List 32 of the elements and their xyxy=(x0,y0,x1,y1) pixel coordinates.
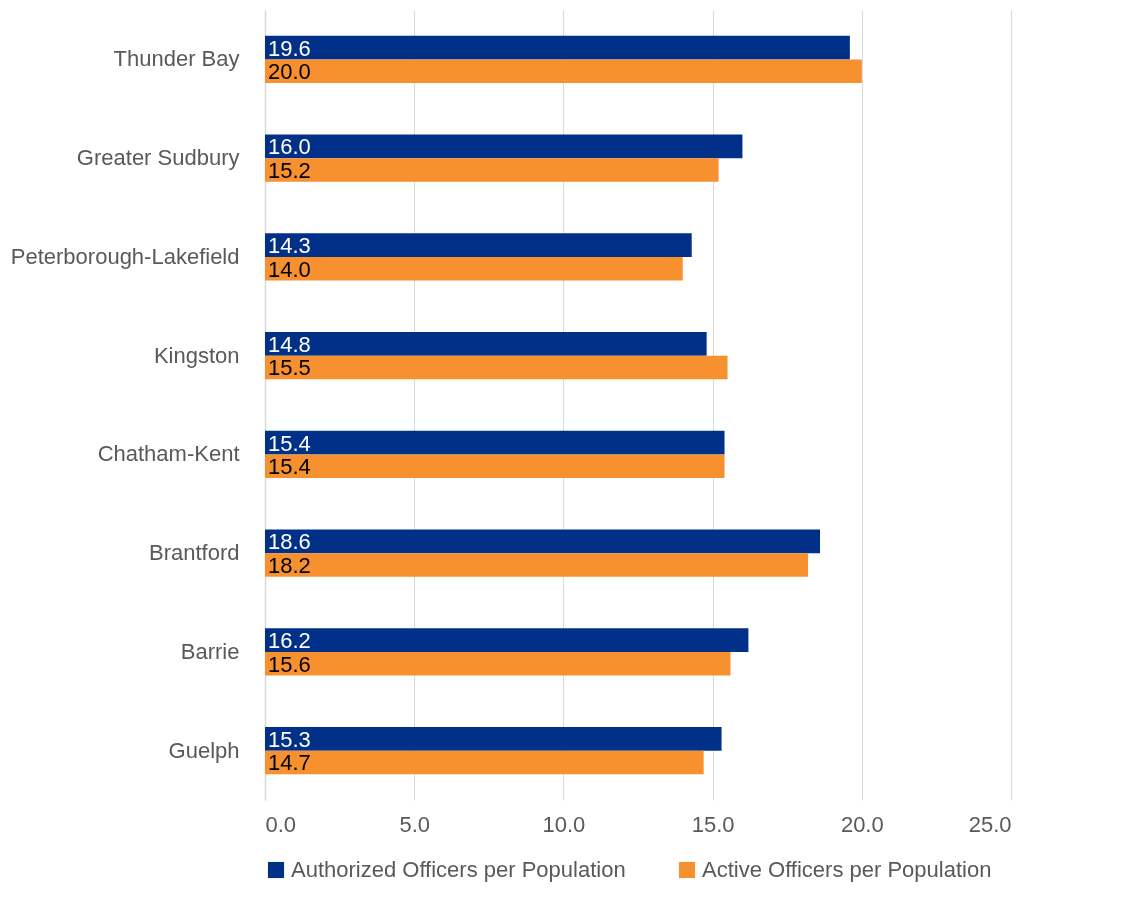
data-label: 16.0 xyxy=(268,134,311,160)
data-label: 14.7 xyxy=(268,750,311,776)
y-tick-label: Kingston xyxy=(153,342,240,368)
legend-label: Authorized Officers per Population xyxy=(291,857,626,882)
data-label: 14.3 xyxy=(268,233,311,259)
y-tick-label: Peterborough-Lakefield xyxy=(10,243,240,269)
data-label: 15.2 xyxy=(268,157,311,183)
data-label: 18.6 xyxy=(268,529,311,555)
x-tick-label: 20.0 xyxy=(840,811,884,837)
data-label: 15.5 xyxy=(268,355,311,381)
x-tick-label: 0.0 xyxy=(265,811,297,837)
y-tick-label: Chatham-Kent xyxy=(97,441,240,467)
data-label: 16.2 xyxy=(268,628,311,654)
y-tick-label: Thunder Bay xyxy=(113,46,240,72)
x-tick-label: 10.0 xyxy=(542,811,586,837)
data-label: 14.8 xyxy=(268,331,311,357)
x-tick-label: 25.0 xyxy=(968,811,1012,837)
data-label: 15.3 xyxy=(268,726,311,752)
y-tick-label: Greater Sudbury xyxy=(76,145,240,171)
data-label: 20.0 xyxy=(268,59,311,85)
data-label: 14.0 xyxy=(268,256,311,282)
data-label: 15.4 xyxy=(268,454,311,480)
y-tick-label: Guelph xyxy=(168,737,240,763)
data-label: 15.4 xyxy=(268,430,311,456)
legend-label: Active Officers per Population xyxy=(702,857,992,882)
y-tick-label: Brantford xyxy=(149,540,240,566)
y-tick-label: Barrie xyxy=(180,638,240,664)
x-tick-label: 5.0 xyxy=(399,811,430,837)
x-tick-label: 15.0 xyxy=(691,811,735,837)
data-label: 18.2 xyxy=(268,552,311,578)
data-label: 15.6 xyxy=(268,651,311,677)
data-label: 19.6 xyxy=(268,35,311,61)
